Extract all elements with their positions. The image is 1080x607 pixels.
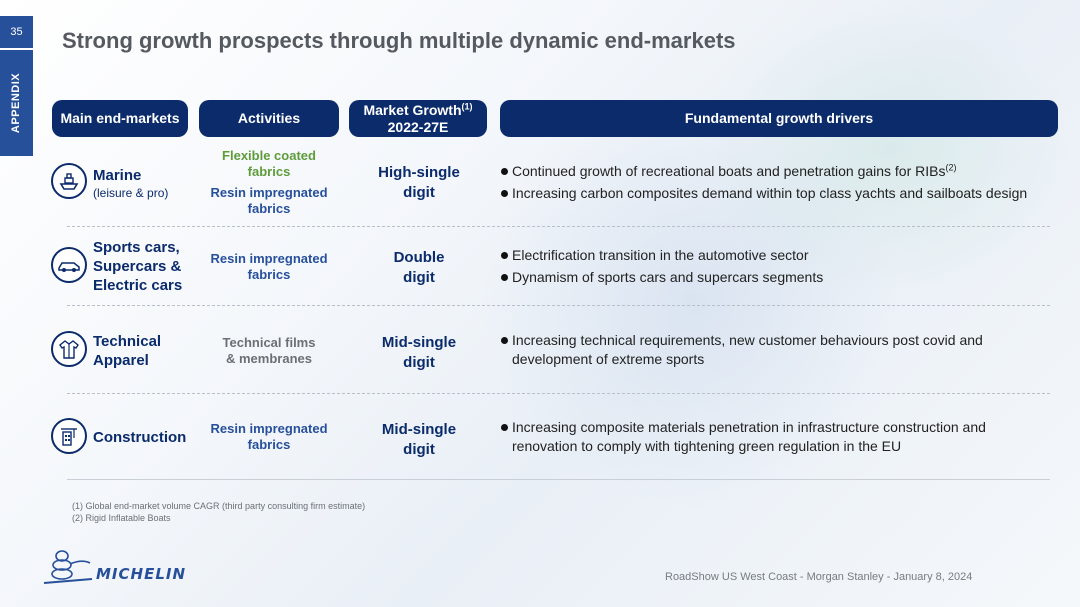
row-separator: [67, 226, 1050, 227]
header-activities: Activities: [199, 100, 339, 137]
activity-line: Technical films: [222, 335, 316, 350]
growth-value: High-single digit: [349, 163, 489, 203]
growth-value: Mid-single digit: [349, 420, 489, 460]
growth-line: High-single: [378, 164, 460, 181]
activity-line: fabrics: [247, 164, 291, 179]
driver-item: Electrification transition in the automo…: [501, 246, 1061, 265]
header-growth-drivers: Fundamental growth drivers: [500, 100, 1058, 137]
driver-text: renovation to comply with tightening gre…: [512, 438, 902, 454]
growth-line: Mid-single: [381, 421, 457, 438]
driver-text: Dynamism of sports cars and supercars se…: [512, 269, 824, 285]
bibendum-icon: [43, 550, 93, 584]
activity-line: fabrics: [247, 201, 291, 216]
growth-value: Mid-single digit: [349, 333, 489, 373]
growth-line: digit: [403, 269, 435, 286]
jacket-icon: [51, 331, 87, 367]
driver-text: Continued growth of recreational boats a…: [512, 163, 946, 179]
market-label: Supercars &: [93, 258, 182, 275]
market-sports-cars: Sports cars, Supercars & Electric cars: [93, 238, 182, 295]
activity-resin-impregnated-fabrics: Resin impregnated fabrics: [199, 185, 339, 217]
growth-line: Mid-single: [381, 334, 457, 351]
market-construction: Construction: [93, 429, 187, 446]
driver-item: Increasing technical requirements, new c…: [501, 331, 1061, 369]
boat-icon: [51, 163, 87, 199]
footnote-1: (1) Global end-market volume CAGR (third…: [72, 501, 366, 511]
driver-text: Increasing technical requirements, new c…: [512, 332, 983, 348]
page-number-divider: [0, 48, 33, 50]
table-bottom-rule: [67, 479, 1050, 480]
activity-technical-films: Technical films & membranes: [199, 335, 339, 367]
header-main-end-markets: Main end-markets: [52, 100, 188, 137]
sports-car-icon: [51, 247, 87, 283]
appendix-tab-label: APPENDIX: [10, 72, 23, 134]
market-label: Marine: [93, 167, 142, 184]
footnote-2: (2) Rigid Inflatable Boats: [72, 513, 171, 523]
market-label: Apparel: [93, 352, 149, 369]
growth-line: digit: [403, 441, 435, 458]
activity-resin-impregnated-fabrics: Resin impregnated fabrics: [199, 421, 339, 453]
market-marine: Marine (leisure & pro): [93, 166, 168, 201]
activity-flexible-coated-fabrics: Flexible coated fabrics: [199, 148, 339, 180]
activity-resin-impregnated-fabrics: Resin impregnated fabrics: [199, 251, 339, 283]
driver-item: Increasing carbon composites demand with…: [501, 184, 1061, 203]
activity-line: Resin impregnated: [210, 421, 328, 436]
logo-wordmark: MICHELIN: [96, 565, 187, 583]
driver-text: Increasing composite materials penetrati…: [512, 419, 986, 435]
drivers-list: Continued growth of recreational boats a…: [501, 162, 1061, 206]
activity-line: fabrics: [247, 267, 291, 282]
driver-item: Dynamism of sports cars and supercars se…: [501, 268, 1061, 287]
header-market-growth-period: 2022-27E: [387, 118, 449, 135]
footnote-ref: (2): [945, 162, 957, 173]
growth-line: digit: [403, 354, 435, 371]
market-label: Technical: [93, 333, 162, 350]
header-market-growth-label: Market Growth: [363, 101, 462, 118]
slide-title: Strong growth prospects through multiple…: [62, 28, 736, 53]
appendix-tab: APPENDIX: [0, 50, 33, 156]
driver-item: Continued growth of recreational boats a…: [501, 162, 1061, 181]
footer-text: RoadShow US West Coast - Morgan Stanley …: [665, 571, 973, 583]
activity-line: Resin impregnated: [210, 185, 328, 200]
drivers-list: Electrification transition in the automo…: [501, 246, 1061, 290]
growth-line: Double: [393, 249, 445, 266]
driver-text: development of extreme sports: [512, 351, 705, 367]
activity-line: fabrics: [247, 437, 291, 452]
market-label: Electric cars: [93, 277, 183, 294]
header-market-growth: Market Growth(1) 2022-27E: [349, 100, 487, 137]
page-number: 35: [0, 16, 33, 48]
driver-text: Electrification transition in the automo…: [512, 247, 809, 263]
growth-line: digit: [403, 184, 435, 201]
market-sublabel: (leisure & pro): [93, 186, 169, 200]
footnote-ref: (1): [461, 100, 473, 111]
activity-line: Flexible coated: [222, 148, 316, 163]
activity-line: & membranes: [226, 351, 312, 366]
driver-text: Increasing carbon composites demand with…: [512, 185, 1028, 201]
driver-item: Increasing composite materials penetrati…: [501, 418, 1061, 456]
growth-value: Double digit: [349, 248, 489, 288]
construction-icon: [51, 418, 87, 454]
row-separator: [67, 305, 1050, 306]
michelin-logo: MICHELIN: [42, 549, 186, 585]
drivers-list: Increasing composite materials penetrati…: [501, 418, 1061, 459]
market-label: Sports cars,: [93, 239, 180, 256]
row-separator: [67, 393, 1050, 394]
activity-line: Resin impregnated: [210, 251, 328, 266]
market-technical-apparel: Technical Apparel: [93, 332, 161, 370]
drivers-list: Increasing technical requirements, new c…: [501, 331, 1061, 372]
